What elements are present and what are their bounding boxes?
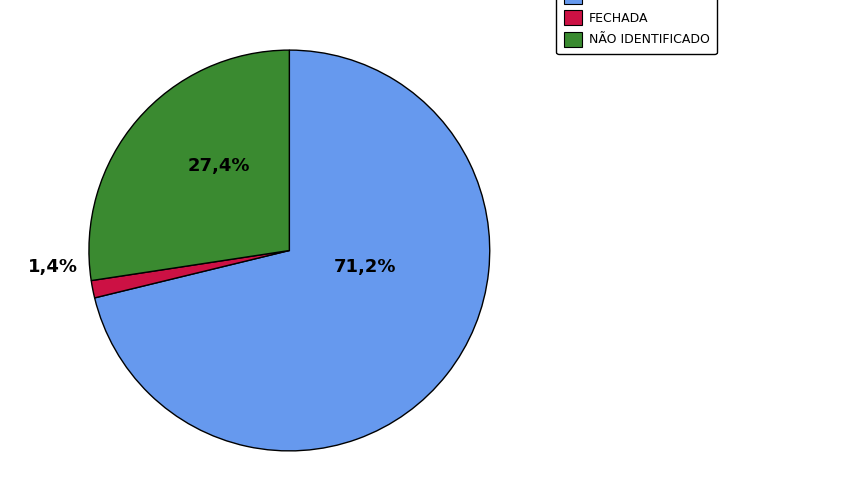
Text: 71,2%: 71,2% [334,258,397,276]
Text: 27,4%: 27,4% [188,157,250,175]
Wedge shape [91,250,289,298]
Wedge shape [94,50,489,451]
Text: 1,4%: 1,4% [28,258,78,276]
Legend: ABERTA, FECHADA, NÃO IDENTIFICADO: ABERTA, FECHADA, NÃO IDENTIFICADO [556,0,717,55]
Wedge shape [89,50,289,281]
